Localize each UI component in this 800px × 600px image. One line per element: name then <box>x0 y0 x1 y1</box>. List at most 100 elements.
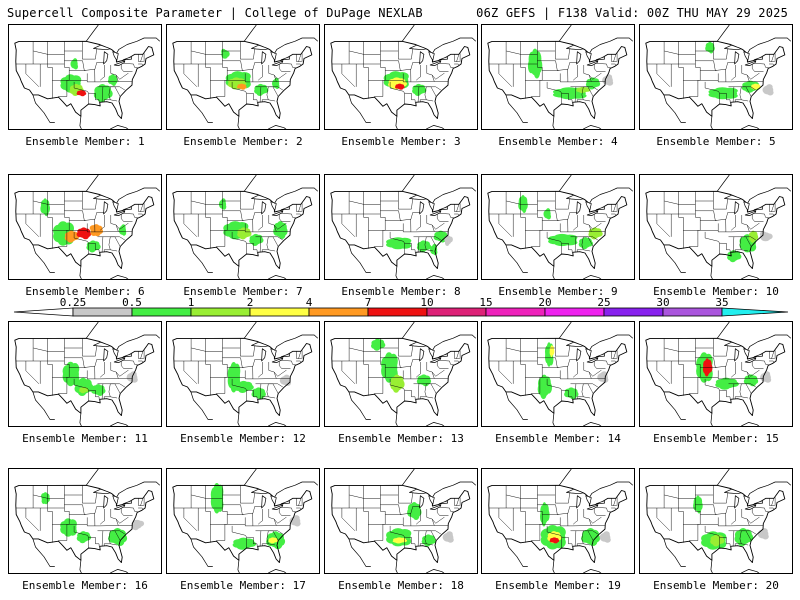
scp-contour <box>564 387 579 400</box>
member-map <box>639 321 793 427</box>
color-scale-tick: 1 <box>187 296 195 309</box>
scp-contour <box>40 198 50 217</box>
color-scale-swatch <box>190 307 251 317</box>
member-map <box>324 468 478 574</box>
member-map <box>324 174 478 280</box>
member-map <box>481 174 635 280</box>
member-caption: Ensemble Member: 6 <box>25 285 145 298</box>
color-scale-swatch <box>308 307 369 317</box>
member-caption: Ensemble Member: 1 <box>25 135 145 148</box>
scp-contour <box>91 384 106 396</box>
color-scale-swatch <box>131 307 192 317</box>
member-map <box>481 468 635 574</box>
color-scale-end <box>721 307 789 317</box>
scp-contour <box>64 230 79 243</box>
scp-contour <box>548 233 578 247</box>
member-caption: Ensemble Member: 17 <box>180 579 306 592</box>
scp-contour <box>602 74 614 86</box>
member-map <box>481 24 635 130</box>
color-scale-swatch <box>426 307 487 317</box>
scp-contour <box>762 84 774 96</box>
color-scale-tick: 30 <box>656 296 670 309</box>
member-caption: Ensemble Member: 4 <box>498 135 618 148</box>
member-map <box>8 468 162 574</box>
color-scale-tick: 25 <box>597 296 611 309</box>
member-map <box>639 24 793 130</box>
scp-contour <box>289 515 301 527</box>
member-caption: Ensemble Member: 16 <box>22 579 148 592</box>
member-map <box>639 468 793 574</box>
member-map <box>639 174 793 280</box>
color-scale-swatch <box>367 307 428 317</box>
color-scale-swatch <box>662 307 723 317</box>
scp-contour <box>60 518 77 537</box>
scp-contour <box>757 528 769 540</box>
scp-contour <box>527 48 543 79</box>
scp-contour <box>108 74 118 86</box>
member-caption: Ensemble Member: 8 <box>341 285 461 298</box>
scp-contour <box>392 537 408 544</box>
color-scale-swatch <box>72 307 133 317</box>
scp-contour <box>395 83 405 90</box>
color-scale-tick: 0.25 <box>59 296 87 309</box>
scp-contour <box>442 531 454 543</box>
color-scale-tick: 20 <box>538 296 552 309</box>
member-caption: Ensemble Member: 20 <box>653 579 779 592</box>
member-caption: Ensemble Member: 7 <box>183 285 303 298</box>
member-caption: Ensemble Member: 15 <box>653 432 779 445</box>
scp-contour <box>76 531 92 544</box>
member-caption: Ensemble Member: 12 <box>180 432 306 445</box>
scp-contour <box>118 224 127 236</box>
member-caption: Ensemble Member: 14 <box>495 432 621 445</box>
scp-contour <box>386 237 412 250</box>
color-scale-swatch <box>603 307 664 317</box>
member-map <box>166 174 320 280</box>
scp-contour <box>126 371 138 383</box>
member-map <box>166 24 320 130</box>
color-scale-tick: 35 <box>715 296 729 309</box>
member-map <box>8 321 162 427</box>
color-scale-tick: 7 <box>364 296 372 309</box>
scp-contour <box>412 83 427 96</box>
scp-contour <box>251 387 266 400</box>
member-map <box>166 321 320 427</box>
scp-contour <box>268 537 278 544</box>
member-caption: Ensemble Member: 5 <box>656 135 776 148</box>
member-caption: Ensemble Member: 9 <box>498 285 618 298</box>
scp-contour <box>93 84 113 103</box>
scp-contour <box>549 537 560 544</box>
member-caption: Ensemble Member: 13 <box>338 432 464 445</box>
member-caption: Ensemble Member: 2 <box>183 135 303 148</box>
scp-contour <box>74 377 94 396</box>
scp-contour <box>430 243 438 256</box>
member-caption: Ensemble Member: 19 <box>495 579 621 592</box>
scp-contour <box>543 208 551 220</box>
color-scale-tick: 4 <box>305 296 313 309</box>
scp-contour <box>748 230 759 243</box>
member-map <box>166 468 320 574</box>
scp-contour <box>588 227 603 240</box>
scp-contour <box>416 240 432 253</box>
scp-contour <box>254 83 269 96</box>
member-caption: Ensemble Member: 3 <box>341 135 461 148</box>
member-map <box>324 24 478 130</box>
member-map <box>8 24 162 130</box>
color-scale-start <box>13 307 74 317</box>
member-caption: Ensemble Member: 10 <box>653 285 779 298</box>
member-map <box>324 321 478 427</box>
scp-contour <box>232 537 257 550</box>
scp-contour <box>131 519 145 531</box>
member-map <box>481 321 635 427</box>
scp-contour <box>70 58 79 70</box>
scp-contour <box>581 528 601 546</box>
scp-contour <box>390 374 405 393</box>
scp-contour <box>41 492 50 505</box>
member-caption: Ensemble Member: 11 <box>22 432 148 445</box>
color-scale-swatch <box>485 307 546 317</box>
scp-contour <box>585 77 601 90</box>
scp-contour <box>599 531 611 543</box>
member-caption: Ensemble Member: 18 <box>338 579 464 592</box>
scp-contour <box>79 387 89 394</box>
color-scale-swatch <box>544 307 605 317</box>
color-scale-tick: 0.5 <box>122 296 142 309</box>
